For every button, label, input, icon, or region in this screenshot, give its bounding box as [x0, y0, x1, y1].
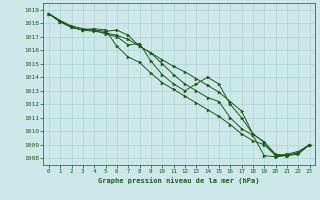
- X-axis label: Graphe pression niveau de la mer (hPa): Graphe pression niveau de la mer (hPa): [99, 177, 260, 184]
